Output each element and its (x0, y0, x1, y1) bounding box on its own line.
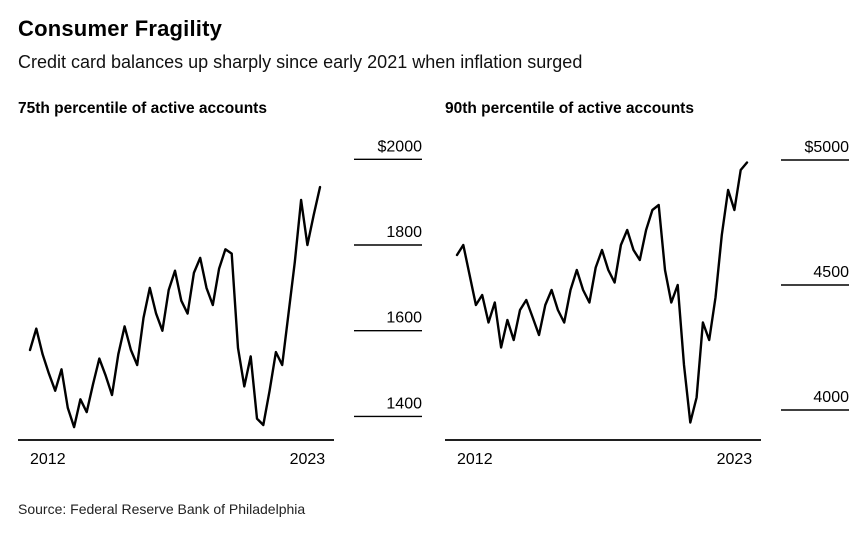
panel-75th-percentile: 75th percentile of active accounts $2000… (18, 100, 430, 475)
source-attribution: Source: Federal Reserve Bank of Philadel… (18, 500, 306, 517)
panel-title-75th: 75th percentile of active accounts (18, 99, 267, 117)
line-series (455, 160, 749, 424)
x-tick-label: 2012 (457, 451, 493, 468)
panel-title-90th: 90th percentile of active accounts (445, 99, 694, 117)
chart-subtitle: Credit card balances up sharply since ea… (18, 52, 583, 72)
panel-90th-percentile: 90th percentile of active accounts $5000… (445, 100, 857, 475)
line-chart-90th-percentile: $5000 4500 4000 2012 2023 (445, 139, 850, 468)
x-tick-label: 2023 (717, 451, 753, 468)
y-tick-label: 1800 (386, 224, 422, 241)
x-tick-label: 2012 (30, 451, 66, 468)
x-tick-label: 2023 (290, 451, 326, 468)
y-tick-label: 1400 (386, 395, 422, 412)
y-tick-label: $5000 (805, 139, 850, 156)
chart-panels: 75th percentile of active accounts $2000… (18, 100, 849, 475)
y-tick-label: 4000 (813, 389, 849, 406)
line-chart-75th-percentile: $2000 1800 1600 1400 2012 2023 (18, 138, 423, 468)
y-tick-label: 4500 (813, 264, 849, 281)
chart-figure: Consumer Fragility Credit card balances … (18, 16, 849, 517)
chart-title: Consumer Fragility (18, 16, 223, 41)
y-tick-label: 1600 (386, 309, 422, 326)
line-series (28, 185, 322, 428)
y-tick-label: $2000 (378, 138, 423, 155)
